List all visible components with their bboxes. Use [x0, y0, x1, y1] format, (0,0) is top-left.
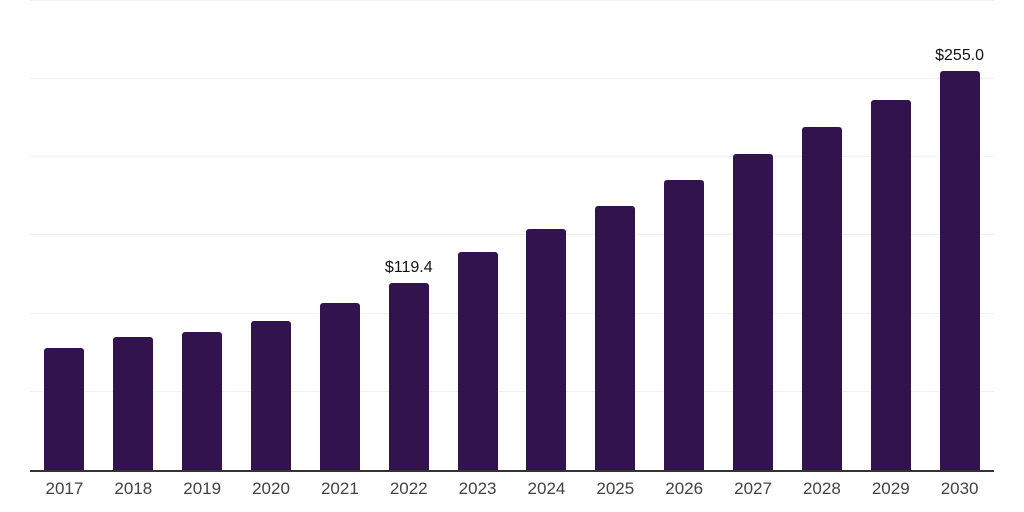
bar-2026: [664, 180, 705, 470]
x-tick-label-2019: 2019: [183, 479, 222, 498]
x-tick-label-2017: 2017: [45, 479, 84, 498]
bar-column-2026: [650, 1, 719, 470]
gridline-100: [30, 313, 994, 314]
x-tick-label-2028: 2028: [802, 479, 841, 498]
bar-column-2021: [305, 1, 374, 470]
bar-column-2018: [99, 1, 168, 470]
bar-2020: [251, 321, 291, 470]
x-tick-label-2018: 2018: [114, 479, 153, 498]
x-axis-labels: 2017 2018 2019 2020 2021 2022 2023 2024 2025 2026…: [30, 480, 994, 497]
x-tick-label-2023: 2023: [458, 479, 497, 498]
bar-column-2019: [168, 1, 237, 470]
bar-column-2030: $255.0: [925, 1, 994, 470]
x-tick-label-2029: 2029: [871, 479, 910, 498]
bar-column-2023: [443, 1, 512, 470]
gridline-200: [30, 156, 994, 157]
plot-area: $119.4 $255.0: [30, 0, 994, 472]
bar-2027: [733, 154, 774, 470]
bar-2028: [801, 127, 842, 470]
data-label-2030: $255.0: [935, 47, 985, 64]
bar-column-2028: [787, 1, 856, 470]
data-label-2022: $119.4: [384, 259, 433, 276]
bar-column-2027: [719, 1, 788, 470]
bar-2021: [319, 303, 360, 470]
gridline-150: [30, 234, 994, 235]
x-tick-label-2027: 2027: [734, 479, 772, 498]
x-tick-label-2025: 2025: [596, 479, 635, 498]
bar-2029: [870, 100, 911, 470]
bar-2017: [44, 348, 85, 470]
bars-container: $119.4 $255.0: [30, 1, 994, 470]
bar-2023: [457, 252, 498, 470]
x-tick-label-2024: 2024: [527, 479, 566, 498]
bar-2025: [595, 206, 636, 470]
x-tick-label-2020: 2020: [252, 479, 290, 498]
bar-2030: [939, 71, 980, 470]
bar-2022: [388, 283, 429, 470]
gridline-250: [30, 78, 994, 79]
x-tick-label-2026: 2026: [665, 479, 704, 498]
bar-column-2024: [512, 1, 581, 470]
bar-2018: [113, 337, 154, 470]
gridline-50: [30, 391, 994, 392]
x-tick-label-2022: 2022: [389, 479, 428, 498]
bar-column-2017: [30, 1, 99, 470]
gridline-300: [30, 0, 994, 1]
gridlines: [30, 0, 994, 470]
bar-column-2029: [856, 1, 925, 470]
bar-column-2022: $119.4: [374, 1, 443, 470]
x-tick-label-2030: 2030: [940, 479, 979, 498]
bar-2024: [526, 229, 567, 470]
bar-2019: [182, 332, 223, 470]
bar-column-2025: [581, 1, 650, 470]
bar-column-2020: [237, 1, 306, 470]
x-tick-label-2021: 2021: [320, 479, 359, 498]
